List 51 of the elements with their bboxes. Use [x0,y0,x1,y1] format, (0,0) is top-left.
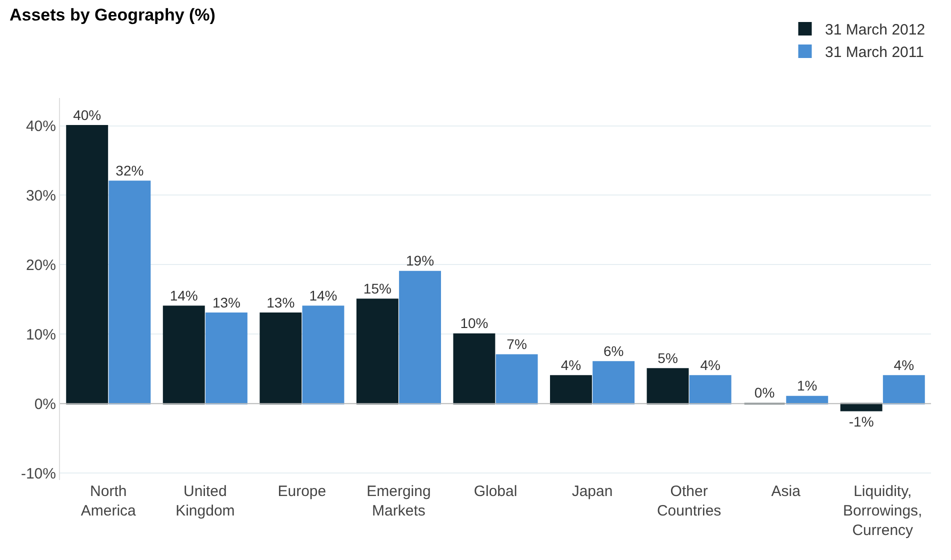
y-tick-label: 30% [26,187,56,204]
x-tick-label: Emerging Markets [366,483,431,520]
x-tick-label: Europe [278,483,326,500]
bar [66,125,108,404]
bar [453,333,496,404]
bar [550,375,592,404]
data-label: 13% [266,294,295,310]
data-label: 14% [170,287,198,304]
data-label: 19% [406,252,434,269]
x-tick-label: United Kingdom [176,483,235,520]
x-tick-label: Asia [771,483,802,500]
bar [646,368,689,404]
data-label: 4% [560,356,582,373]
y-tick-label: -10% [20,465,56,482]
data-label: 10% [460,315,488,332]
bar [592,361,635,404]
data-label: -1% [848,414,874,430]
data-label: 4% [894,356,914,373]
x-tick-label: Liquidity, Borrowings, Currency [843,483,922,539]
bar [260,312,302,404]
data-label: 15% [363,280,392,296]
x-tick-label: Japan [572,483,613,500]
data-label: 40% [73,106,102,123]
bar [882,375,925,404]
bar [399,270,441,404]
data-label: 32% [116,162,144,178]
bar [302,306,344,404]
bar [689,375,732,404]
x-tick-label: North America [80,483,137,520]
data-label: 0% [754,384,775,401]
data-label: 4% [700,356,720,373]
y-tick-label: 40% [26,118,56,136]
x-tick-label: Global [474,483,518,500]
bar [108,180,151,404]
legend-label: 31 March 2011 [825,44,924,62]
data-label: 14% [309,287,338,304]
bar [356,298,398,404]
x-tick-label: Other Countries [656,483,722,520]
data-label: 7% [506,336,527,352]
y-tick-label: 20% [26,256,56,274]
bar [162,306,205,404]
bar [205,312,248,404]
chart-title: Assets by Geography (%) [10,5,216,24]
data-label: 1% [797,378,818,394]
legend-label: 31 March 2012 [825,22,926,39]
data-label: 13% [212,294,240,310]
data-label: 6% [603,342,624,359]
y-tick-label: 10% [26,326,56,344]
y-tick-label: 0% [34,396,56,413]
bar [496,354,538,404]
data-label: 5% [658,350,678,366]
